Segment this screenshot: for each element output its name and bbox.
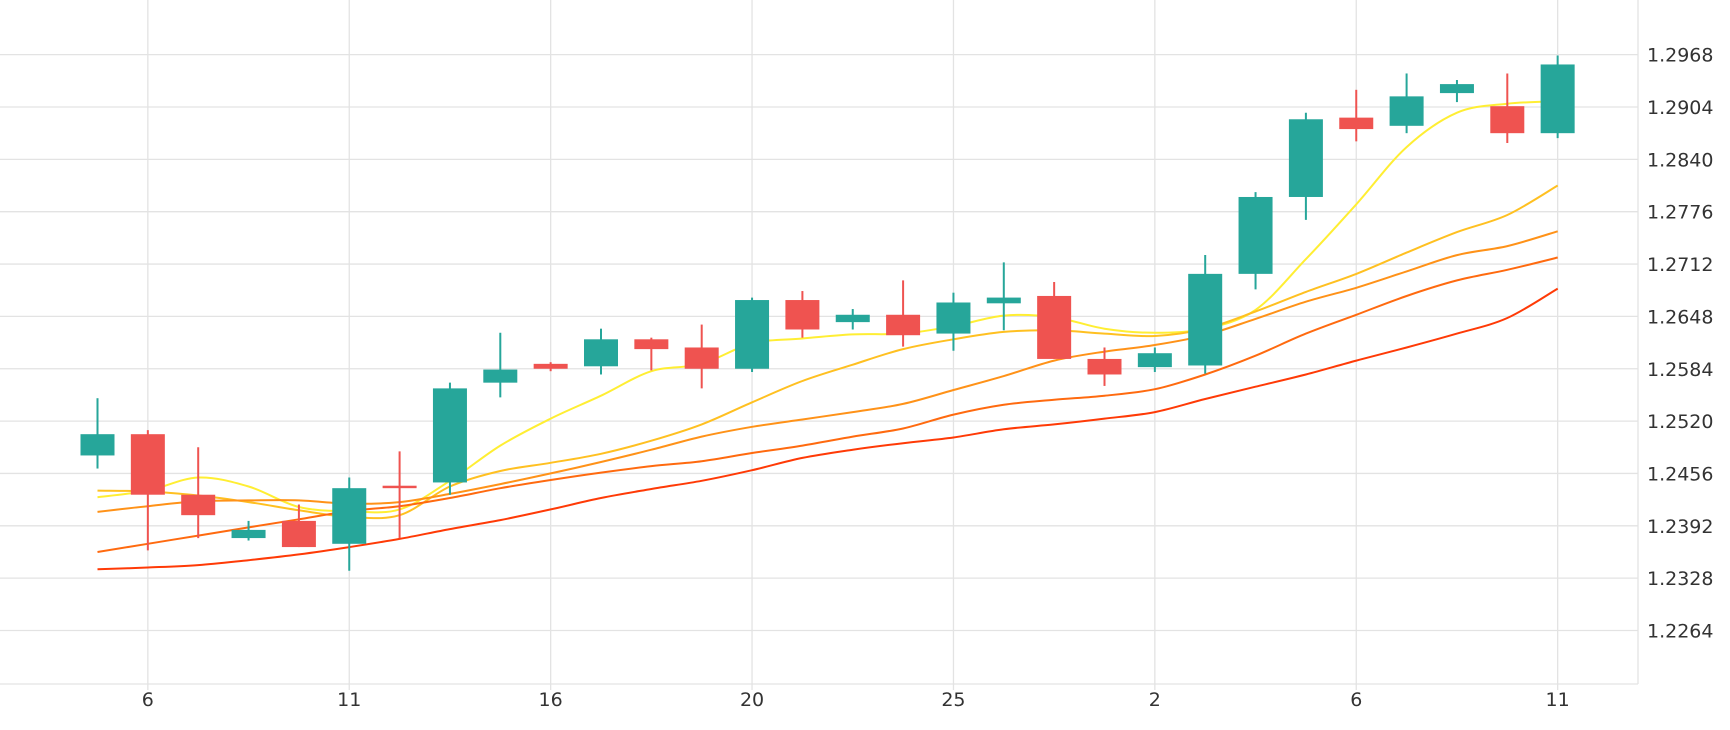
y-tick-label: 1.2456 (1647, 463, 1713, 485)
candle-body (1087, 358, 1122, 375)
x-tick-label: 6 (1350, 689, 1362, 711)
candle-body (1188, 273, 1223, 366)
x-tick-label: 16 (539, 689, 563, 711)
axes: 1.2264 1.2328 1.2392 1.2456 1.2520 1.2584 1.26… (142, 45, 1714, 711)
candle-body (1339, 117, 1374, 130)
candle-body (584, 339, 618, 367)
moving-average-lines (97, 100, 1559, 571)
candle-body (231, 529, 266, 539)
y-tick-label: 1.2968 (1647, 45, 1713, 67)
candle-up (1389, 73, 1424, 134)
candle-down (684, 324, 719, 389)
candle-up (80, 398, 115, 469)
x-tick-label: 2 (1149, 689, 1161, 711)
candle-body (181, 494, 216, 516)
moving-average-line-2 (97, 184, 1559, 520)
candle-body (835, 314, 870, 323)
y-tick-label: 1.2392 (1647, 516, 1713, 538)
candle-body (1037, 295, 1072, 359)
candle-body (533, 363, 568, 369)
x-tick-label: 11 (337, 689, 361, 711)
candle-up (332, 477, 367, 571)
candle-up (483, 332, 518, 398)
candle-up (986, 262, 1021, 331)
candle-up (584, 328, 618, 375)
candle-up (231, 520, 266, 541)
candle-body (1238, 196, 1273, 274)
candle-up (735, 297, 770, 373)
candle-body (936, 302, 971, 334)
candle-body (735, 300, 770, 369)
moving-average-line-5 (97, 287, 1559, 571)
y-tick-label: 1.2328 (1647, 568, 1713, 590)
candle-body (634, 339, 669, 350)
candle-body (483, 369, 518, 383)
candle-body (1288, 119, 1323, 197)
candle-body (432, 388, 467, 483)
candle-body (886, 314, 921, 336)
x-tick-label: 25 (941, 689, 965, 711)
y-tick-label: 1.2712 (1647, 254, 1713, 276)
y-tick-label: 1.2776 (1647, 202, 1713, 224)
moving-average-line-1 (97, 100, 1558, 514)
x-tick-label: 11 (1546, 689, 1570, 711)
grid (0, 0, 1639, 690)
candle-body (332, 488, 367, 544)
candle-down (130, 430, 165, 551)
x-tick-label: 6 (142, 689, 154, 711)
candle-up (835, 309, 870, 330)
y-tick-label: 1.2584 (1647, 359, 1713, 381)
candle-body (1490, 106, 1525, 134)
candle-body (382, 485, 417, 489)
candle-down (886, 280, 921, 347)
candle-up (1439, 80, 1474, 103)
candle-down (181, 447, 216, 539)
y-tick-label: 1.2520 (1647, 411, 1713, 433)
candle-down (281, 504, 316, 548)
candle-body (1389, 96, 1424, 126)
candle-down (1490, 73, 1525, 143)
candle-down (382, 451, 417, 539)
candle-up (432, 382, 467, 495)
candles (80, 55, 1575, 571)
y-tick-label: 1.2264 (1647, 621, 1713, 643)
candle-body (986, 297, 1021, 304)
candle-down (785, 291, 820, 338)
candle-body (130, 434, 165, 495)
moving-average-line-4 (97, 256, 1558, 553)
candle-body (80, 434, 115, 456)
candle-body (1439, 84, 1474, 94)
candle-up (936, 292, 971, 351)
candle-body (1137, 353, 1172, 368)
candle-up (1188, 255, 1223, 374)
candle-down (1037, 282, 1072, 359)
candle-body (684, 347, 719, 369)
candle-body (785, 300, 820, 330)
candle-down (634, 337, 669, 371)
candle-up (1288, 112, 1323, 220)
candle-down (533, 362, 568, 372)
x-tick-label: 20 (740, 689, 764, 711)
candle-up (1238, 192, 1273, 290)
candle-up (1137, 347, 1172, 373)
candle-down (1087, 347, 1122, 386)
candle-body (281, 520, 316, 548)
candle-body (1540, 64, 1575, 134)
candle-up (1540, 55, 1575, 139)
candle-down (1339, 89, 1374, 142)
y-tick-label: 1.2904 (1647, 97, 1713, 119)
y-tick-label: 1.2648 (1647, 306, 1713, 328)
y-tick-label: 1.2840 (1647, 149, 1713, 171)
